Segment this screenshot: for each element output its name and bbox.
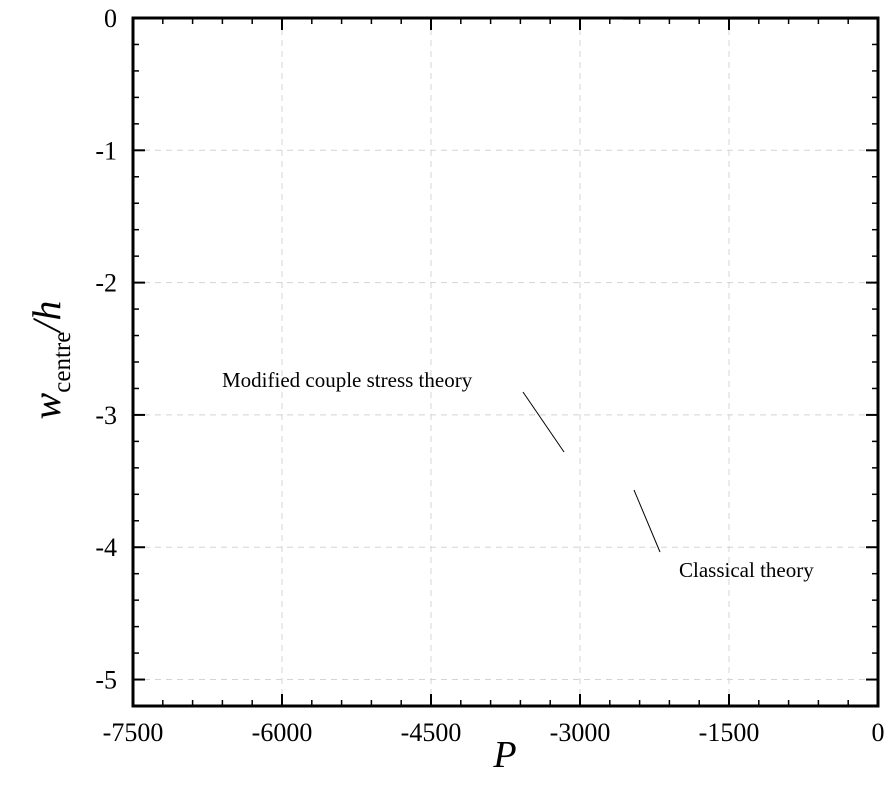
x-tick-label: -4500 [401, 718, 462, 747]
annotation-modified: Modified couple stress theory [222, 368, 473, 392]
x-tick-label: -6000 [252, 718, 313, 747]
ticks [132, 17, 879, 707]
y-axis-title: wcentre/h [24, 301, 76, 420]
y-tick-label: 0 [104, 4, 117, 33]
svg-text:wcentre/h: wcentre/h [24, 301, 76, 420]
grid [132, 18, 879, 706]
annotation-leader-modified [522, 391, 565, 453]
y-tick-label: -3 [95, 401, 117, 430]
x-tick-label: -3000 [550, 718, 611, 747]
annotation-leader-classical [633, 489, 661, 553]
annotation-classical: Classical theory [679, 558, 814, 582]
y-tick-label: -1 [95, 136, 117, 165]
tick-labels: -7500 -6000 -4500 -3000 -1500 0 0 -1 -2 -3 -4 -5 [95, 4, 884, 747]
y-tick-label: -2 [95, 269, 117, 298]
x-axis-title: P [492, 734, 516, 776]
x-tick-label: -7500 [103, 718, 164, 747]
x-tick-label: -1500 [699, 718, 760, 747]
x-tick-label: 0 [872, 718, 885, 747]
y-tick-label: -4 [95, 533, 117, 562]
plot-frame [131, 16, 880, 708]
y-tick-label: -5 [95, 666, 117, 695]
